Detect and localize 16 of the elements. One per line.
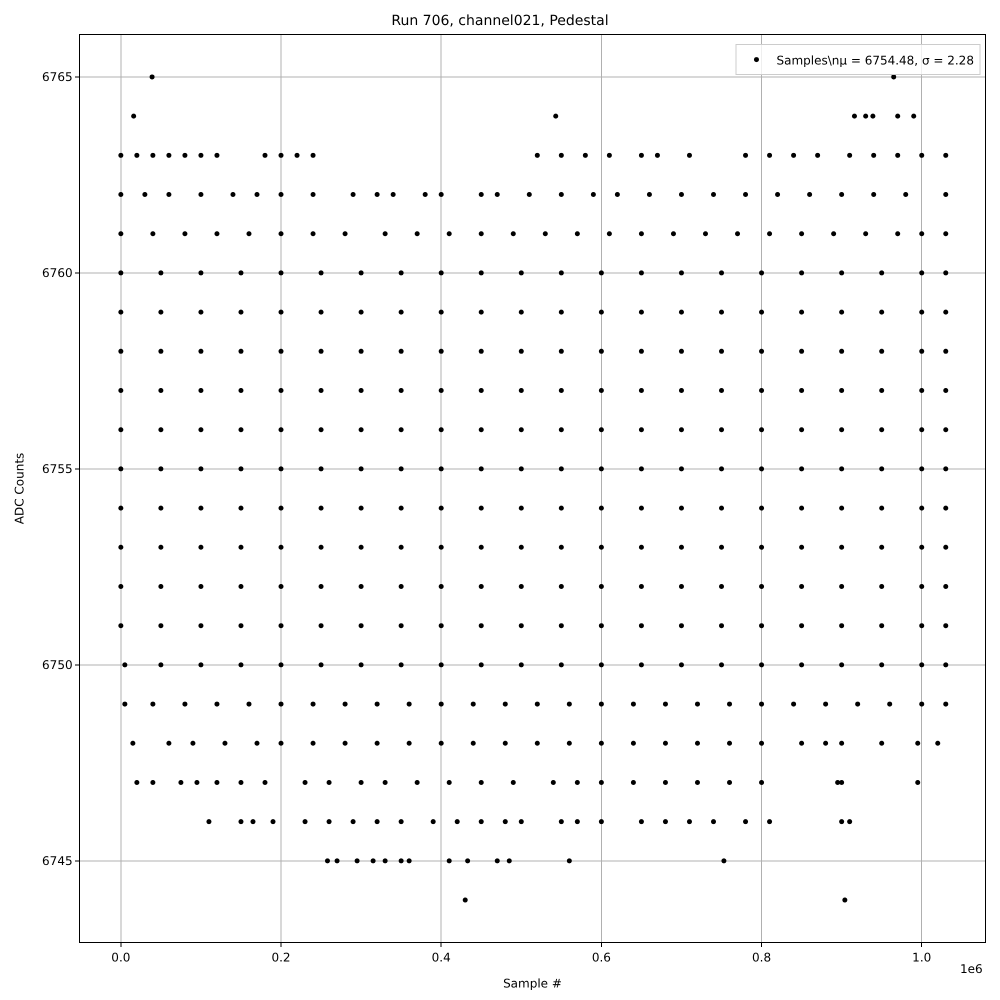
- legend-label: Samples\nμ = 6754.48, σ = 2.28: [776, 53, 974, 68]
- y-tick-label: 6745: [42, 854, 73, 868]
- y-tick-label: 6750: [42, 658, 73, 672]
- y-tick-label: 6760: [42, 266, 73, 280]
- x-tick-label: 1.0: [912, 950, 932, 964]
- x-tick-label: 0.6: [592, 950, 611, 964]
- x-tick-label: 0.8: [752, 950, 772, 964]
- y-tick-label: 6765: [42, 70, 73, 84]
- x-tick-label: 0.0: [111, 950, 130, 964]
- y-tick-label: 6755: [42, 462, 73, 476]
- x-axis-title: Sample #: [503, 976, 562, 990]
- x-tick-label: 0.2: [271, 950, 291, 964]
- chart-title: Run 706, channel021, Pedestal: [391, 12, 609, 29]
- x-tick-label: 0.4: [432, 950, 451, 964]
- y-axis-title: ADC Counts: [12, 452, 26, 524]
- text: 1e6: [960, 962, 983, 976]
